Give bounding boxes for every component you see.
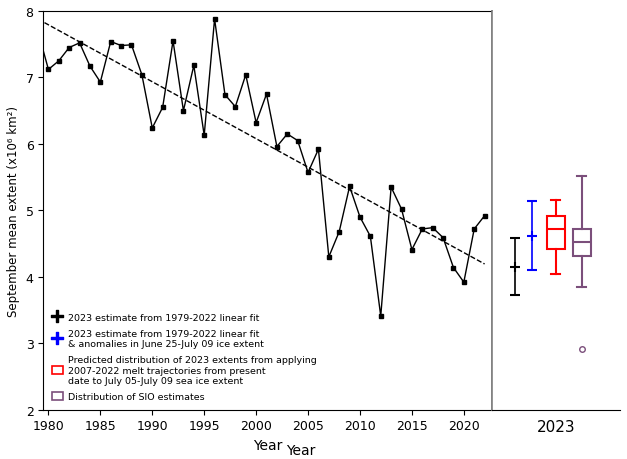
Legend: 2023 estimate from 1979-2022 linear fit, 2023 estimate from 1979-2022 linear fit: 2023 estimate from 1979-2022 linear fit,… [48, 309, 320, 405]
Y-axis label: September mean extent (x10⁶ km²): September mean extent (x10⁶ km²) [7, 106, 20, 316]
PathPatch shape [547, 216, 565, 249]
Text: Year: Year [287, 443, 315, 458]
X-axis label: Year: Year [253, 438, 282, 452]
PathPatch shape [572, 230, 591, 256]
